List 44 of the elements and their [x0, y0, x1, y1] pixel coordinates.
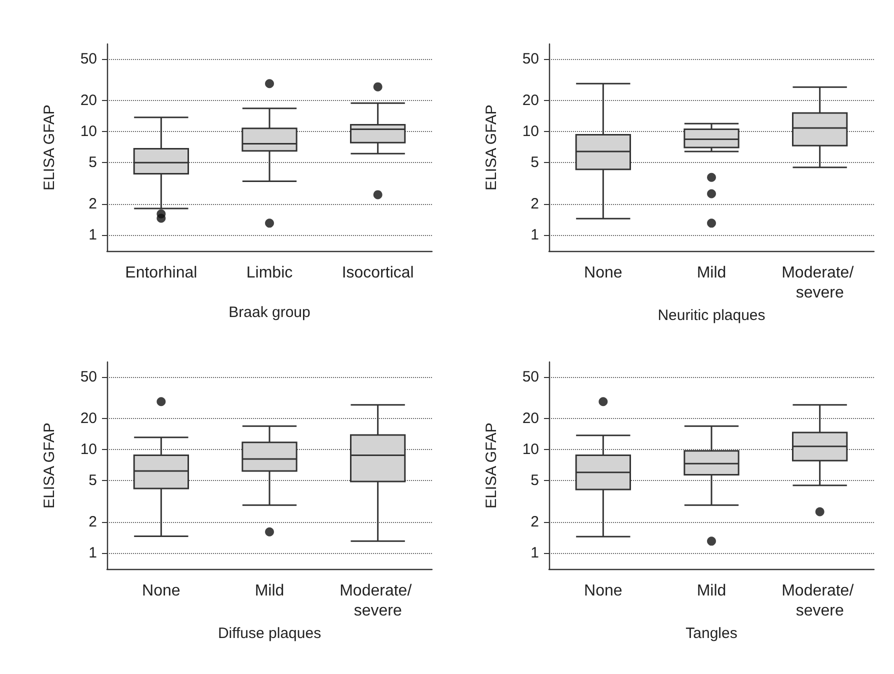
y-tick-label: 50 — [522, 368, 539, 386]
x-tick-label: Limbic — [246, 264, 293, 282]
y-tick-label: 5 — [530, 472, 539, 490]
x-axis-title: Neuritic plaques — [658, 306, 766, 324]
y-axis-title: ELISA GFAP — [41, 422, 58, 508]
y-tick-label: 2 — [88, 513, 97, 530]
x-tick-label: Moderate/ severe — [782, 264, 858, 302]
y-tick-label: 20 — [522, 92, 539, 109]
y-tick-label: 1 — [530, 544, 539, 562]
y-tick-label: 20 — [522, 410, 539, 427]
x-tick-label: None — [142, 582, 180, 600]
x-tick-label: Entorhinal — [125, 264, 198, 282]
y-tick-label: 50 — [522, 50, 539, 68]
y-tick-label: 20 — [80, 410, 97, 427]
y-axis-title: ELISA GFAP — [41, 104, 58, 190]
x-tick-label: Moderate/ severe — [782, 582, 858, 620]
x-axis-title: Diffuse plaques — [218, 624, 322, 642]
y-tick-label: 2 — [530, 513, 539, 530]
x-tick-label: Mild — [696, 582, 726, 600]
y-tick-label: 2 — [88, 195, 97, 212]
y-axis-title: ELISA GFAP — [483, 422, 500, 508]
y-tick-label: 10 — [80, 122, 97, 140]
y-tick-label: 10 — [522, 440, 539, 458]
y-tick-label: 50 — [80, 368, 97, 386]
y-tick-label: 5 — [88, 472, 97, 490]
x-tick-label: None — [584, 582, 622, 600]
y-tick-label: 5 — [530, 154, 539, 172]
y-tick-label: 1 — [530, 226, 539, 244]
x-tick-label: Isocortical — [342, 264, 414, 282]
x-axis-title: Braak group — [228, 304, 310, 321]
y-tick-label: 5 — [88, 154, 97, 172]
x-tick-label: None — [584, 264, 622, 282]
y-tick-label: 1 — [88, 544, 97, 562]
y-tick-label: 20 — [80, 92, 97, 109]
x-tick-label: Mild — [696, 264, 726, 282]
y-tick-label: 50 — [80, 50, 97, 68]
x-tick-label: Mild — [254, 582, 284, 600]
x-tick-label: Moderate/ severe — [340, 582, 416, 620]
x-axis-title: Tangles — [686, 624, 738, 642]
y-axis-title: ELISA GFAP — [483, 104, 500, 190]
y-tick-label: 10 — [522, 122, 539, 140]
y-tick-label: 1 — [88, 226, 97, 244]
y-tick-label: 10 — [80, 440, 97, 458]
y-tick-label: 2 — [530, 195, 539, 212]
